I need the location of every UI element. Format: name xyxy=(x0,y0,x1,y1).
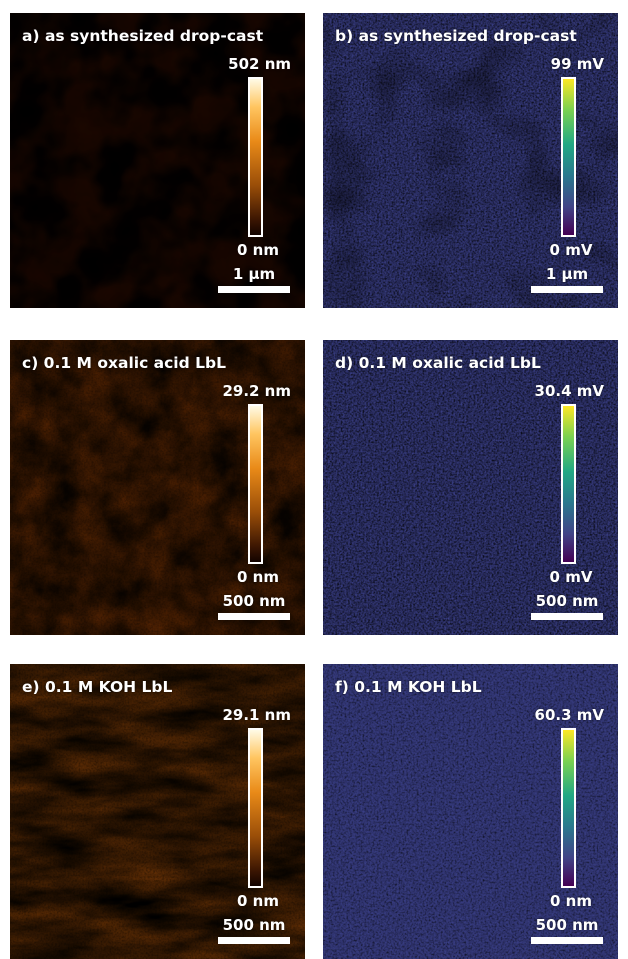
scale-bar-label: 500 nm xyxy=(222,592,286,610)
scale-bar-label: 1 µm xyxy=(232,265,276,283)
panel-d: d) 0.1 M oxalic acid LbL 30.4 mV 0 mV 50… xyxy=(323,340,618,635)
scale-bar xyxy=(218,286,290,293)
colorbar-min-label: 0 nm xyxy=(237,241,279,259)
panel-title: d) 0.1 M oxalic acid LbL xyxy=(335,354,541,372)
colorbar-max-label: 29.1 nm xyxy=(222,706,291,724)
scale-bar-label: 1 µm xyxy=(545,265,589,283)
panel-a: a) as synthesized drop-cast 502 nm 0 nm … xyxy=(10,13,305,308)
scale-bar xyxy=(531,613,603,620)
scale-bar xyxy=(531,286,603,293)
colorbar-max-label: 60.3 mV xyxy=(534,706,604,724)
scale-bar xyxy=(218,937,290,944)
panel-b: b) as synthesized drop-cast 99 mV 0 mV 1… xyxy=(323,13,618,308)
height-colorbar xyxy=(248,404,263,564)
colorbar-min-label: 0 nm xyxy=(237,568,279,586)
colorbar-max-label: 29.2 nm xyxy=(222,382,291,400)
colorbar-min-label: 0 mV xyxy=(549,241,593,259)
panel-title: c) 0.1 M oxalic acid LbL xyxy=(22,354,226,372)
scale-bar xyxy=(531,937,603,944)
scale-bar-label: 500 nm xyxy=(222,916,286,934)
colorbar-max-label: 502 nm xyxy=(228,55,291,73)
colorbar-min-label: 0 nm xyxy=(237,892,279,910)
panel-c: c) 0.1 M oxalic acid LbL 29.2 nm 0 nm 50… xyxy=(10,340,305,635)
colorbar-min-label: 0 nm xyxy=(550,892,592,910)
panel-title: b) as synthesized drop-cast xyxy=(335,27,577,45)
height-colorbar xyxy=(248,728,263,888)
scale-bar xyxy=(218,613,290,620)
panel-title: a) as synthesized drop-cast xyxy=(22,27,264,45)
scale-bar-label: 500 nm xyxy=(535,916,599,934)
colorbar-max-label: 99 mV xyxy=(550,55,604,73)
panel-title: f) 0.1 M KOH LbL xyxy=(335,678,482,696)
panel-e: e) 0.1 M KOH LbL 29.1 nm 0 nm 500 nm xyxy=(10,664,305,959)
scale-bar-label: 500 nm xyxy=(535,592,599,610)
potential-colorbar xyxy=(561,404,576,564)
panel-f: f) 0.1 M KOH LbL 60.3 mV 0 nm 500 nm xyxy=(323,664,618,959)
colorbar-max-label: 30.4 mV xyxy=(534,382,604,400)
potential-colorbar xyxy=(561,728,576,888)
colorbar-min-label: 0 mV xyxy=(549,568,593,586)
panel-title: e) 0.1 M KOH LbL xyxy=(22,678,173,696)
height-colorbar xyxy=(248,77,263,237)
potential-colorbar xyxy=(561,77,576,237)
